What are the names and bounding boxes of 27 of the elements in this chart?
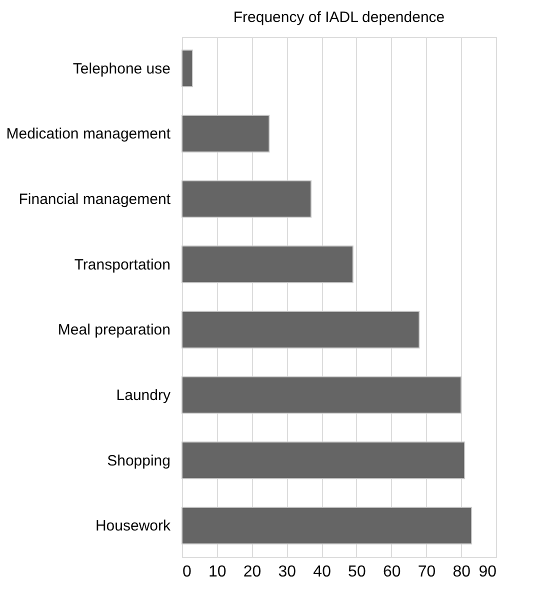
- bar: [182, 246, 354, 284]
- y-tick-label: Financial management: [18, 191, 172, 208]
- x-tick-label: 50: [348, 564, 366, 580]
- x-tick-label: 70: [418, 564, 436, 580]
- y-tick-label: Shopping: [107, 452, 170, 470]
- x-tick-label: 40: [313, 564, 332, 580]
- chart-title: Frequency of IADL dependence: [233, 9, 445, 26]
- bar: [182, 376, 462, 414]
- y-tick-label: Laundry: [116, 386, 171, 404]
- x-tick-label: 60: [382, 564, 401, 580]
- x-tick-label: 0: [182, 564, 192, 580]
- y-tick-label: Medication management: [6, 126, 172, 143]
- y-tick-label: Meal preparation: [58, 322, 170, 339]
- bar: [182, 310, 420, 348]
- y-tick-label: Transportation: [74, 256, 170, 274]
- x-tick-label: 30: [278, 564, 296, 580]
- bar: [182, 50, 193, 88]
- bar: [182, 506, 472, 544]
- y-tick-label: Housework: [95, 518, 171, 535]
- bar: [182, 114, 270, 152]
- x-tick-label: 80: [452, 564, 471, 580]
- y-tick-label: Telephone use: [72, 60, 170, 78]
- x-tick-label: 10: [208, 564, 226, 580]
- x-tick-label: 20: [243, 564, 262, 580]
- x-tick-label: 90: [478, 564, 497, 580]
- bar: [182, 442, 466, 480]
- bar: [182, 180, 312, 218]
